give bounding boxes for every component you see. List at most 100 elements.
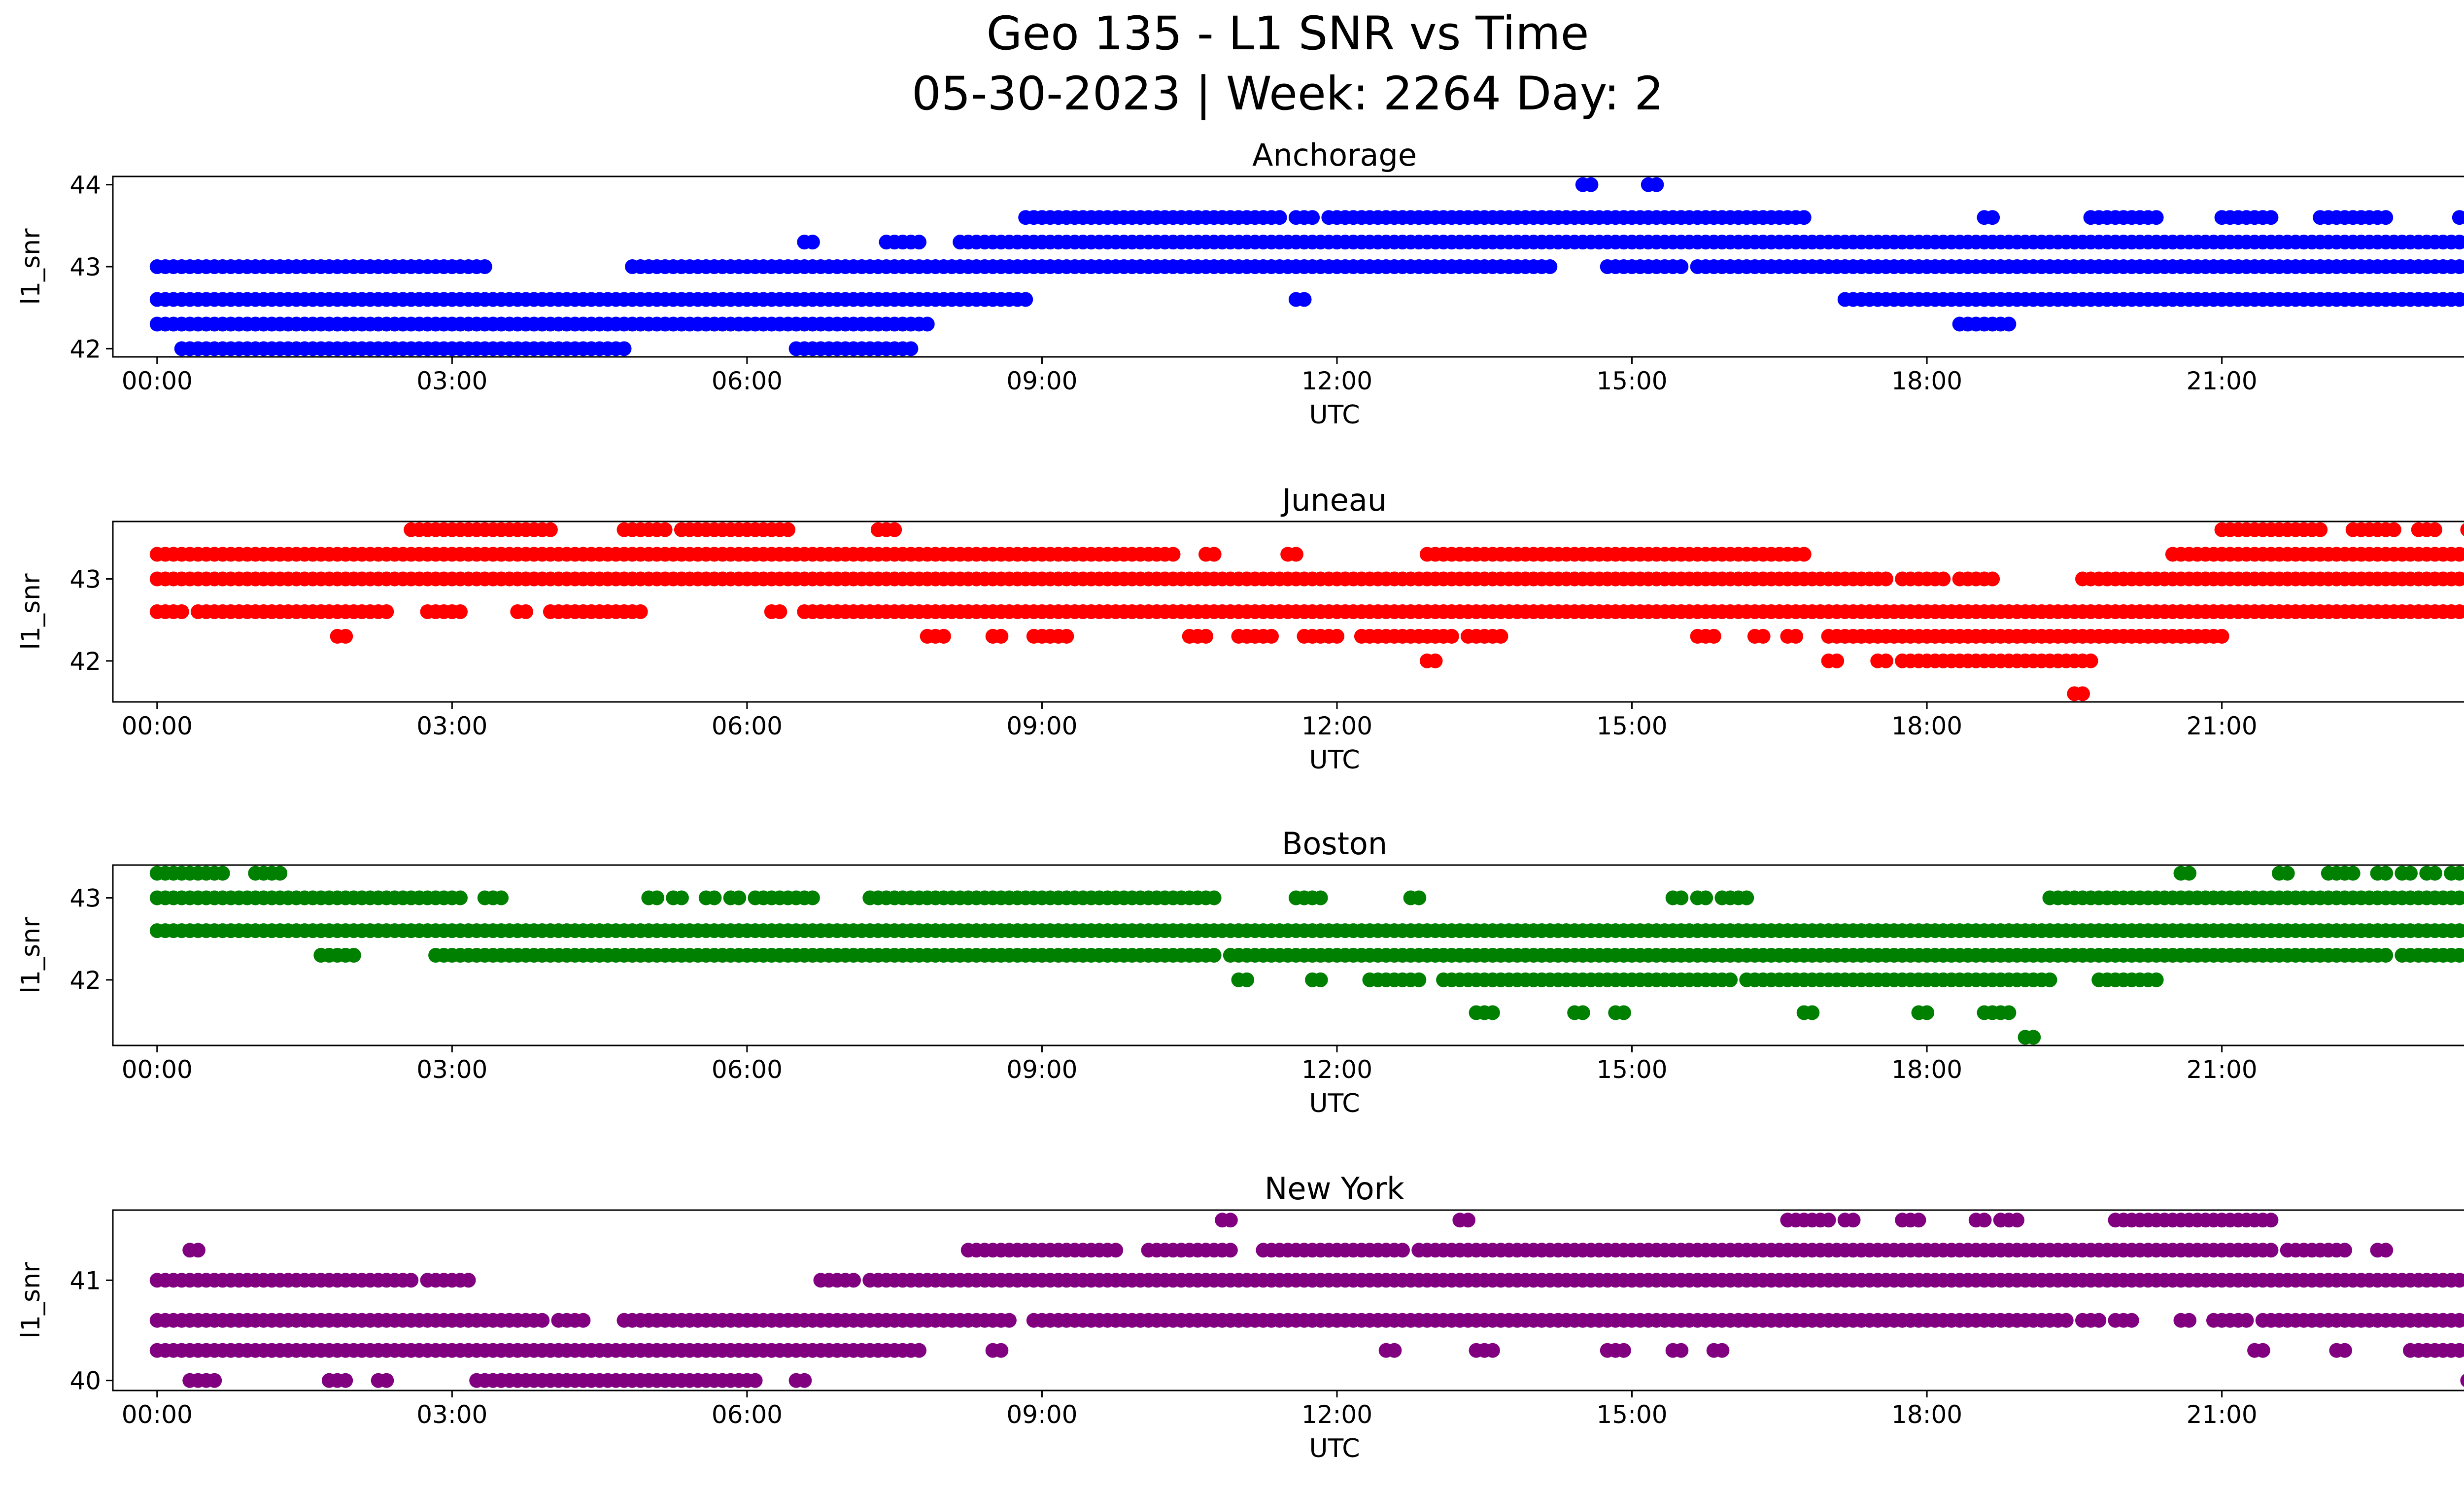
data-point <box>993 1343 1009 1358</box>
x-tick-label: 18:00 <box>1891 1055 1962 1084</box>
data-point <box>650 890 664 905</box>
x-tick-label: 15:00 <box>1596 1400 1667 1429</box>
data-point <box>2452 604 2464 619</box>
data-point <box>1674 259 1689 274</box>
data-point <box>1616 1343 1631 1358</box>
data-point <box>1223 1213 1238 1228</box>
axes-frame <box>112 521 2464 703</box>
x-tick-label: 15:00 <box>1596 712 1667 740</box>
data-point <box>616 341 632 356</box>
data-point <box>2452 1343 2464 1358</box>
data-point <box>2001 1005 2017 1020</box>
x-tick-label: 21:00 <box>2187 1400 2258 1429</box>
data-point <box>1911 1213 1926 1228</box>
data-point <box>2427 522 2442 537</box>
data-point <box>1001 1313 1017 1328</box>
x-tick-label: 09:00 <box>1006 1055 1077 1084</box>
data-point <box>1796 547 1812 562</box>
data-point <box>2452 292 2464 307</box>
data-point <box>1239 972 1255 987</box>
x-tick-label: 09:00 <box>1006 1400 1077 1429</box>
data-point <box>1755 628 1771 644</box>
scatter-points <box>149 1213 2464 1388</box>
data-point <box>1575 1005 1590 1020</box>
data-point <box>805 890 820 905</box>
x-tick-label: 18:00 <box>1891 1400 1962 1429</box>
x-tick-label: 00:00 <box>122 367 193 395</box>
x-tick-label: 18:00 <box>1891 712 1962 740</box>
data-point <box>1428 653 1443 668</box>
x-axis-label: UTC <box>1309 400 1360 430</box>
y-tick-label: 42 <box>69 335 101 363</box>
subplot-new-york: New York 00:00 03:00 06:00 09:00 12:00 15:00 18… <box>16 1171 2464 1463</box>
data-point <box>2403 866 2418 881</box>
data-point <box>1313 890 1328 905</box>
y-axis: 42 43 l1_snr <box>16 565 113 676</box>
data-point <box>2255 1343 2270 1358</box>
x-tick-label: 12:00 <box>1301 1055 1372 1084</box>
x-tick-label: 06:00 <box>712 712 783 740</box>
x-tick-label: 06:00 <box>712 1400 783 1429</box>
x-tick-label: 15:00 <box>1596 367 1667 395</box>
data-point <box>2280 866 2295 881</box>
data-point <box>1846 1213 1861 1228</box>
data-point <box>2452 235 2464 250</box>
data-point <box>2452 948 2464 963</box>
y-axis-label: l1_snr <box>16 917 46 994</box>
x-tick-label: 09:00 <box>1006 367 1077 395</box>
data-point <box>2378 1243 2394 1258</box>
data-point <box>1198 628 1213 644</box>
x-tick-label: 15:00 <box>1596 1055 1667 1084</box>
data-point <box>2460 293 2464 306</box>
data-point <box>1018 292 1033 307</box>
data-point <box>772 604 787 619</box>
data-point <box>2460 948 2464 962</box>
data-point <box>2083 653 2098 668</box>
data-point <box>912 1343 926 1358</box>
data-point <box>2075 686 2090 701</box>
data-point <box>633 604 648 619</box>
axes-frame <box>112 864 2464 1046</box>
data-point <box>781 522 795 537</box>
x-tick-label: 00:00 <box>122 1400 193 1429</box>
data-point <box>1616 1005 1631 1020</box>
data-point <box>2452 547 2464 562</box>
data-point <box>1330 628 1344 644</box>
data-point <box>2452 1313 2464 1328</box>
data-point <box>2042 972 2057 987</box>
data-point <box>748 1373 763 1388</box>
x-tick-label: 12:00 <box>1301 712 1372 740</box>
data-point <box>543 522 558 537</box>
data-point <box>707 890 722 905</box>
data-point <box>1879 571 1893 587</box>
subplot-juneau: Juneau 00:00 03:00 06:00 09:00 12:00 15:00 18:0… <box>16 482 2464 775</box>
data-point <box>1485 1343 1500 1358</box>
x-tick-label: 21:00 <box>2187 367 2258 395</box>
data-point <box>1444 628 1459 644</box>
data-point <box>887 522 902 537</box>
subplot-panels: Anchorage 00:00 03:00 06:00 09:00 12:00 15:00 1… <box>16 137 2464 1463</box>
data-point <box>1936 571 1951 587</box>
x-tick-label: 12:00 <box>1301 1400 1372 1429</box>
data-point <box>1461 1213 1475 1228</box>
data-point <box>2026 1030 2041 1045</box>
data-point <box>1583 177 1599 192</box>
data-point <box>2378 210 2394 225</box>
data-point <box>207 1373 222 1388</box>
data-point <box>1805 1005 1820 1020</box>
data-point <box>477 259 492 274</box>
data-point <box>1485 1005 1500 1020</box>
data-point <box>1674 890 1689 905</box>
data-point <box>2263 210 2279 225</box>
scatter-points <box>149 177 2464 356</box>
data-point <box>1206 547 1222 562</box>
y-tick-label: 43 <box>69 884 101 913</box>
x-tick-label: 00:00 <box>122 712 193 740</box>
data-point <box>1698 890 1713 905</box>
data-point <box>2452 259 2464 274</box>
x-tick-label: 03:00 <box>416 367 487 395</box>
x-tick-label: 03:00 <box>416 1400 487 1429</box>
data-point <box>2460 1274 2464 1287</box>
data-point <box>2149 210 2164 225</box>
